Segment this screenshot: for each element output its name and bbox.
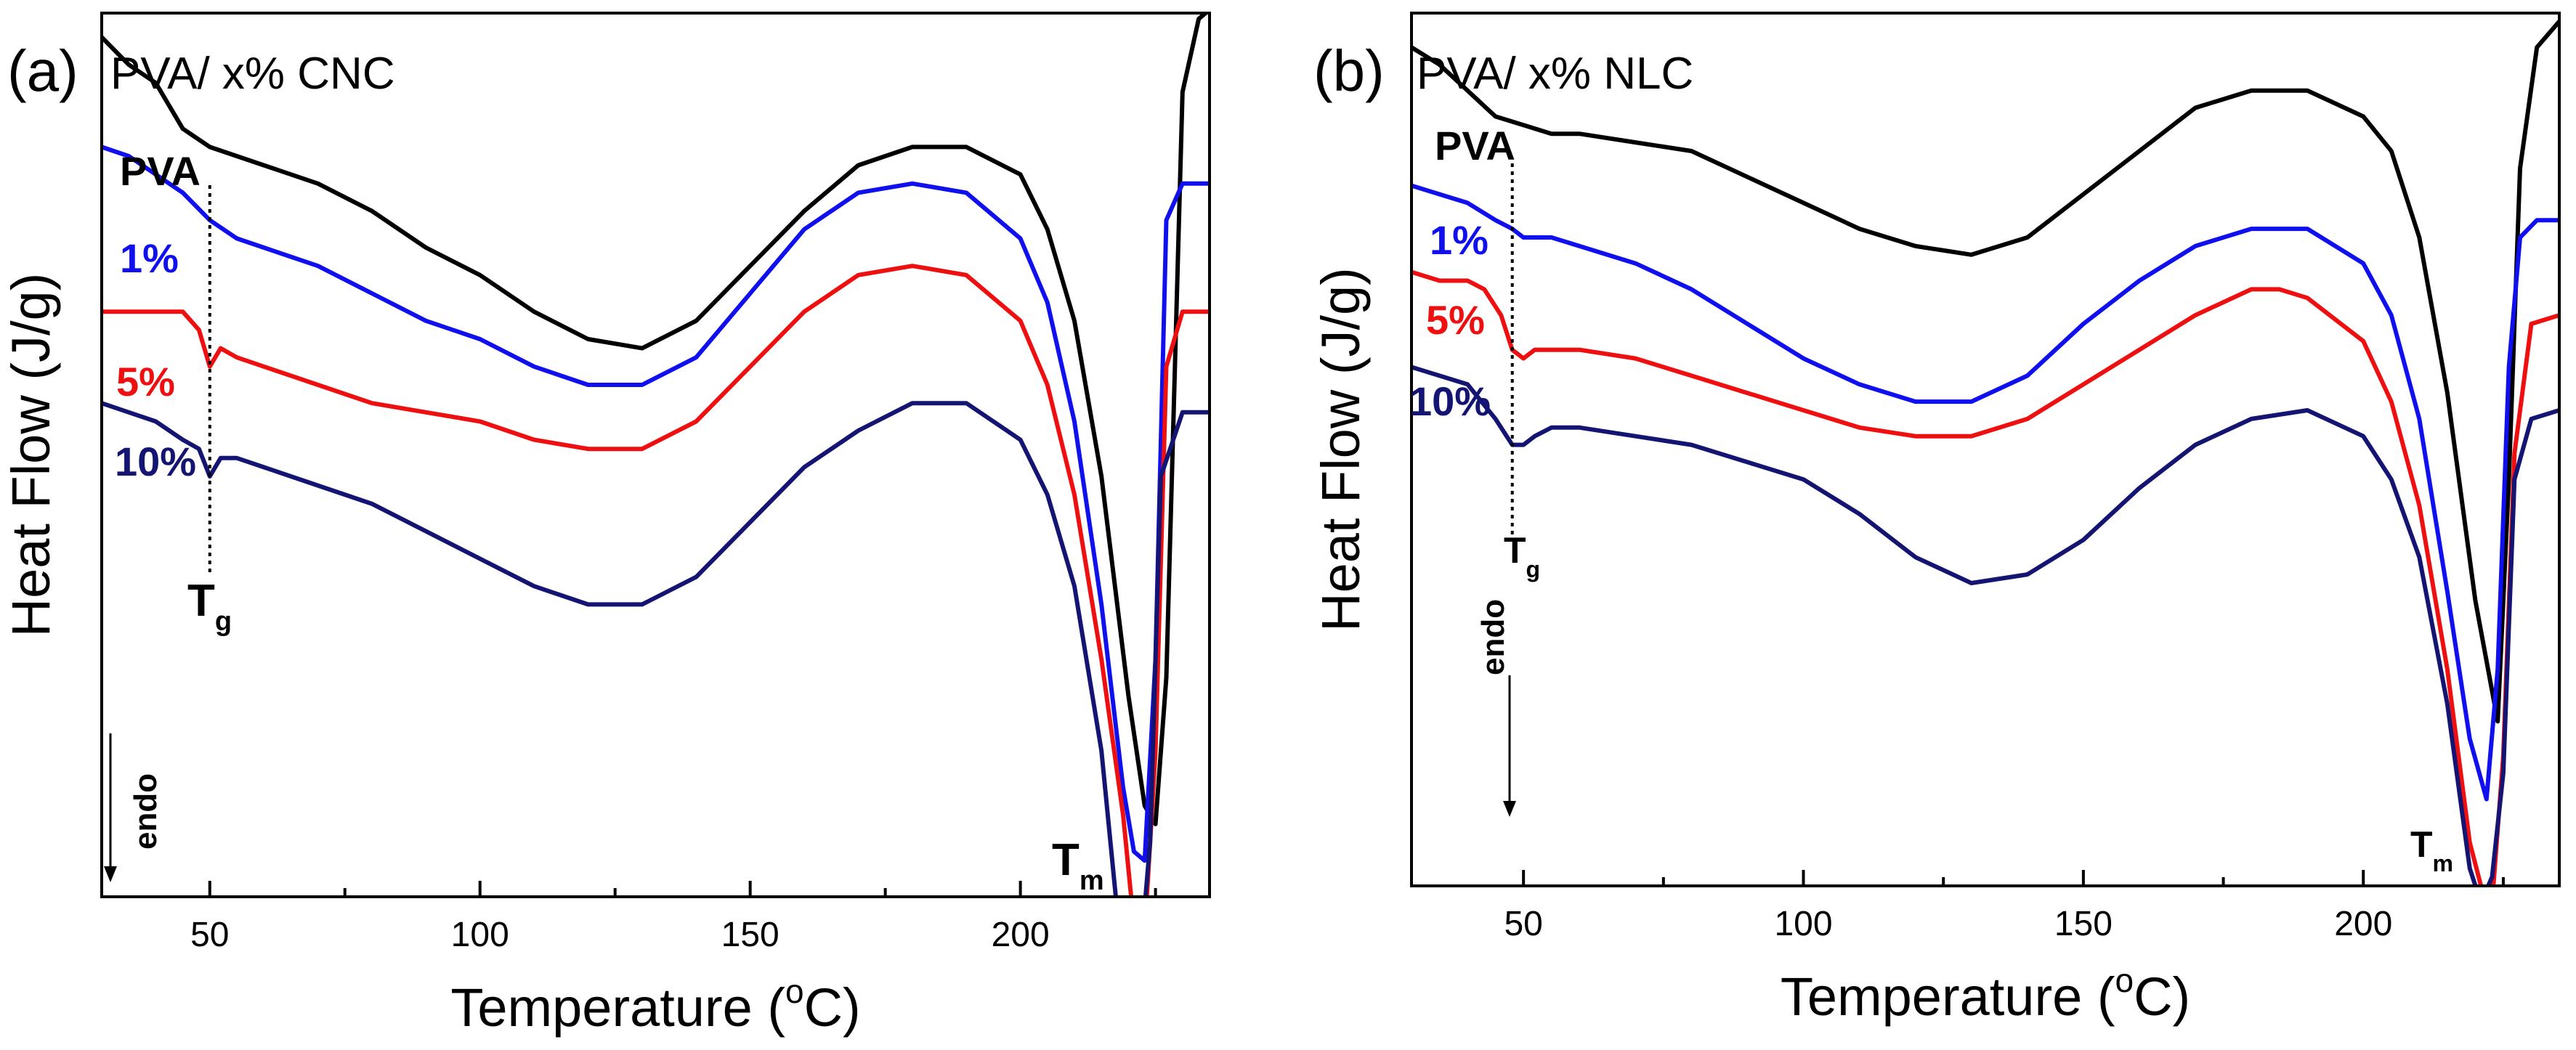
series-label-5pct: 5% bbox=[1426, 297, 1485, 343]
series-line-10pct bbox=[1411, 365, 2559, 886]
series-line-10pct bbox=[102, 401, 1210, 897]
y-axis-label: Heat Flow (J/g) bbox=[1311, 267, 1371, 632]
series-line-1pct bbox=[1411, 183, 2559, 802]
plot-frame bbox=[1410, 12, 2561, 887]
x-tick-label: 100 bbox=[1774, 905, 1832, 943]
tg-label: Tg bbox=[1504, 530, 1540, 582]
panel-label: (a) bbox=[7, 38, 78, 103]
y-axis-label: Heat Flow (J/g) bbox=[1, 273, 61, 638]
series-line-5pct bbox=[1411, 269, 2559, 886]
x-tick-label: 50 bbox=[1504, 905, 1542, 943]
panel-title: PVA/ x% CNC bbox=[110, 49, 395, 99]
x-tick-label: 50 bbox=[190, 916, 229, 954]
series-label-10pct: 10% bbox=[115, 439, 196, 484]
panel-b: 50 100 150 200 Temperature (oC) Heat Flow (J/… bbox=[1311, 12, 2561, 1027]
series-line-pva bbox=[1411, 20, 2559, 724]
series-label-pva: PVA bbox=[120, 148, 201, 194]
endo-label: endo bbox=[1475, 599, 1511, 675]
endo-arrow-head bbox=[1503, 801, 1516, 817]
x-axis-label: Temperature (oC) bbox=[450, 972, 860, 1038]
series-line-1pct bbox=[102, 145, 1210, 863]
series-label-1pct: 1% bbox=[1430, 217, 1489, 263]
series-label-1pct: 1% bbox=[120, 235, 179, 281]
series-label-pva: PVA bbox=[1435, 123, 1515, 168]
tm-label: Tm bbox=[2410, 824, 2453, 876]
endo-label: endo bbox=[128, 773, 163, 850]
series-label-5pct: 5% bbox=[116, 359, 175, 404]
x-tick-label: 200 bbox=[992, 916, 1050, 954]
plot-frame bbox=[100, 12, 1211, 898]
panel-title: PVA/ x% NLC bbox=[1417, 49, 1693, 99]
x-axis-label: Temperature (oC) bbox=[1781, 961, 2190, 1027]
endo-arrow-head bbox=[104, 866, 117, 882]
x-tick-label: 100 bbox=[451, 916, 509, 954]
x-tick-label: 150 bbox=[721, 916, 779, 954]
series-label-10pct: 10% bbox=[1409, 378, 1491, 424]
panel-label: (b) bbox=[1313, 38, 1385, 103]
tg-label: Tg bbox=[187, 576, 232, 637]
x-tick-label: 200 bbox=[2334, 905, 2392, 943]
series-line-pva bbox=[102, 13, 1210, 826]
x-tick-label: 150 bbox=[2054, 905, 2113, 943]
panel-a: 50 100 150 200 Temperature (oC) Heat Flow (J/… bbox=[1, 12, 1211, 1038]
tm-label: Tm bbox=[1052, 835, 1104, 896]
series-line-5pct bbox=[102, 264, 1210, 897]
